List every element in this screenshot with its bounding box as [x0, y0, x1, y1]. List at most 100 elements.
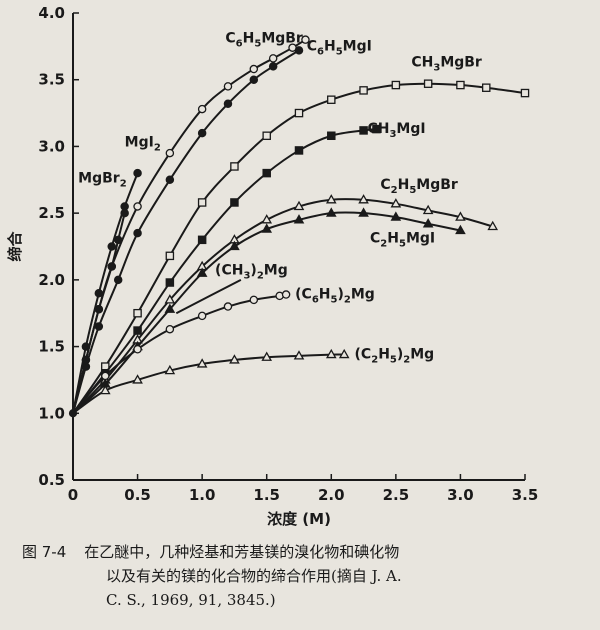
series-c6h5mgbr-point [133, 202, 142, 211]
x-tick-label: 0 [68, 486, 78, 504]
series-c2h5mgbr-point [455, 211, 466, 221]
formula-part: 6 [236, 38, 243, 49]
series-ch3mgbr-point [456, 80, 465, 90]
series-ch3mgbr-point [359, 86, 368, 95]
y-tick-label: 1.5 [38, 338, 65, 356]
series-ch3mgbr-point [482, 83, 491, 92]
formula-part: 3 [433, 62, 440, 73]
formula-part: 5 [399, 238, 406, 249]
figure-number: 图 7-4 [22, 543, 67, 561]
series-c2h5mgbr-point [422, 204, 434, 215]
series-c6h5mgbr-point [249, 64, 259, 74]
formula-part: Mg [410, 347, 434, 363]
y-tick-label: 3.0 [38, 137, 65, 155]
series-mgi2-point [107, 242, 116, 251]
caption-text-1: 在乙醚中，几种烃基和芳基镁的溴化物和碘化物 [84, 543, 400, 561]
series-ch3mgbr [72, 79, 530, 414]
formula-part: C [380, 177, 390, 193]
series-c2h5mgi-point [390, 211, 402, 221]
series-c6h5mgi-point [133, 228, 142, 238]
series-c6h52mg-point [281, 290, 291, 299]
series-c2h5mgi-point [196, 267, 208, 277]
y-tick-label: 1.0 [38, 404, 65, 422]
series-ch3mgbr-point [423, 79, 433, 88]
formula-part: CH [367, 121, 389, 137]
series-c2h52mg-point [338, 348, 350, 359]
series-c2h52mg-point [132, 374, 143, 384]
formula-part: H [398, 177, 410, 193]
caption-line-2: 以及有关的镁的化合物的缔合作用(摘自 J. A. [106, 567, 402, 585]
caption-line-1: 图 7-4 在乙醚中，几种烃基和芳基镁的溴化物和碘化物 [22, 540, 582, 564]
series-c6h5mgi-point [294, 46, 304, 55]
series-c6h52mg-point [249, 295, 259, 305]
series-ch3mgbr-point [133, 308, 142, 318]
series-c2h5mgi-point [358, 207, 369, 217]
series-mgbr2-point [94, 304, 104, 314]
series-c6h5mgbr-point [268, 54, 278, 63]
series-c2h5mgi-point [325, 207, 337, 217]
series-c2h5mgbr [72, 194, 499, 414]
label-c2h5mgi: C2H5MgI [370, 230, 435, 249]
association-chart: 0 0.5 1.0 1.5 2.0 2.5 3.0 3.50.51.01.52.02.53.0… [6, 4, 539, 528]
series-ch3mgi-point [133, 326, 142, 335]
label-ch32mg: (CH3)2Mg [215, 263, 288, 282]
series-c6h5mgbr-point [165, 148, 175, 158]
series-c6h5mgi-point [113, 275, 123, 285]
series-mgi2-point [133, 168, 142, 178]
series-c2h52mg-point [293, 350, 305, 360]
series-ch3mgbr-point [391, 80, 401, 90]
formula-part: (C [295, 287, 312, 303]
series-mgbr2-point [107, 262, 116, 271]
formula-part: 5 [409, 185, 416, 196]
formula-part: MgI [396, 121, 425, 137]
formula-part: 2 [380, 238, 387, 249]
formula-part: (CH [215, 263, 243, 279]
formula-part: CH [411, 54, 433, 70]
x-tick-label: 3.5 [512, 486, 539, 504]
series-c2h52mg-point [229, 354, 240, 364]
series-ch3mgi-point [230, 198, 239, 207]
formula-part: MgI [343, 38, 372, 54]
y-axis-title: 缔合 [6, 231, 24, 262]
series-c2h5mgbr-point [164, 294, 176, 304]
y-tick-label: 2.5 [38, 204, 65, 222]
series-c6h5mgi-point [268, 62, 278, 71]
label-mgbr2: MgBr2 [78, 170, 127, 189]
series-mgbr2-point [120, 208, 129, 218]
series-ch3mgbr-point [294, 108, 304, 118]
formula-part: ) [397, 347, 403, 363]
series-c2h5mgbr-point [358, 194, 369, 204]
series-ch3mgi-point [372, 124, 381, 134]
formula-part: H [324, 38, 336, 54]
formula-part: MgI [406, 230, 435, 246]
figure-caption: 图 7-4 在乙醚中，几种烃基和芳基镁的溴化物和碘化物 以及有关的镁的化合物的缔合… [22, 540, 582, 612]
series-c6h52mg-point [101, 371, 110, 381]
formula-part: 2 [403, 355, 410, 366]
chart-area: 0 0.5 1.0 1.5 2.0 2.5 3.0 3.5 0.5 1.0 1.5 2.0 2.5 3.0… [6, 4, 539, 528]
series-c6h5mgbr-point [197, 104, 207, 114]
formula-part: 2 [391, 185, 398, 196]
series-mgbr2-point [81, 355, 91, 365]
series-ch3mgbr-line [72, 82, 526, 414]
series-ch3mgbr-point [520, 88, 530, 98]
series-ch3mgi-point [327, 131, 336, 141]
formula-part: 3 [243, 271, 250, 282]
series-c6h5mgi [72, 46, 304, 414]
series-c6h52mg-point [133, 344, 142, 354]
series-c2h52mg-point [325, 348, 337, 359]
formula-part: 2 [120, 178, 127, 189]
x-axis-title: 浓度 (M) [267, 510, 331, 528]
formula-part: C [307, 38, 317, 54]
series-ch3mgi-point [165, 278, 175, 287]
formula-part: H [319, 287, 331, 303]
formula-part: 5 [331, 295, 338, 306]
formula-part: 3 [389, 129, 396, 140]
series-c6h5mgi-point [165, 175, 175, 185]
series-c2h5mgbr-point [390, 198, 402, 208]
series-c2h5mgbr-point [261, 214, 273, 224]
x-tick-label: 2.5 [383, 486, 410, 504]
series-ch3mgbr-point [230, 162, 239, 171]
label-c2h5mgbr: C2H5MgBr [380, 177, 458, 196]
y-tick-label: 4.0 [38, 4, 65, 22]
series-c2h5mgi-point [455, 224, 466, 235]
